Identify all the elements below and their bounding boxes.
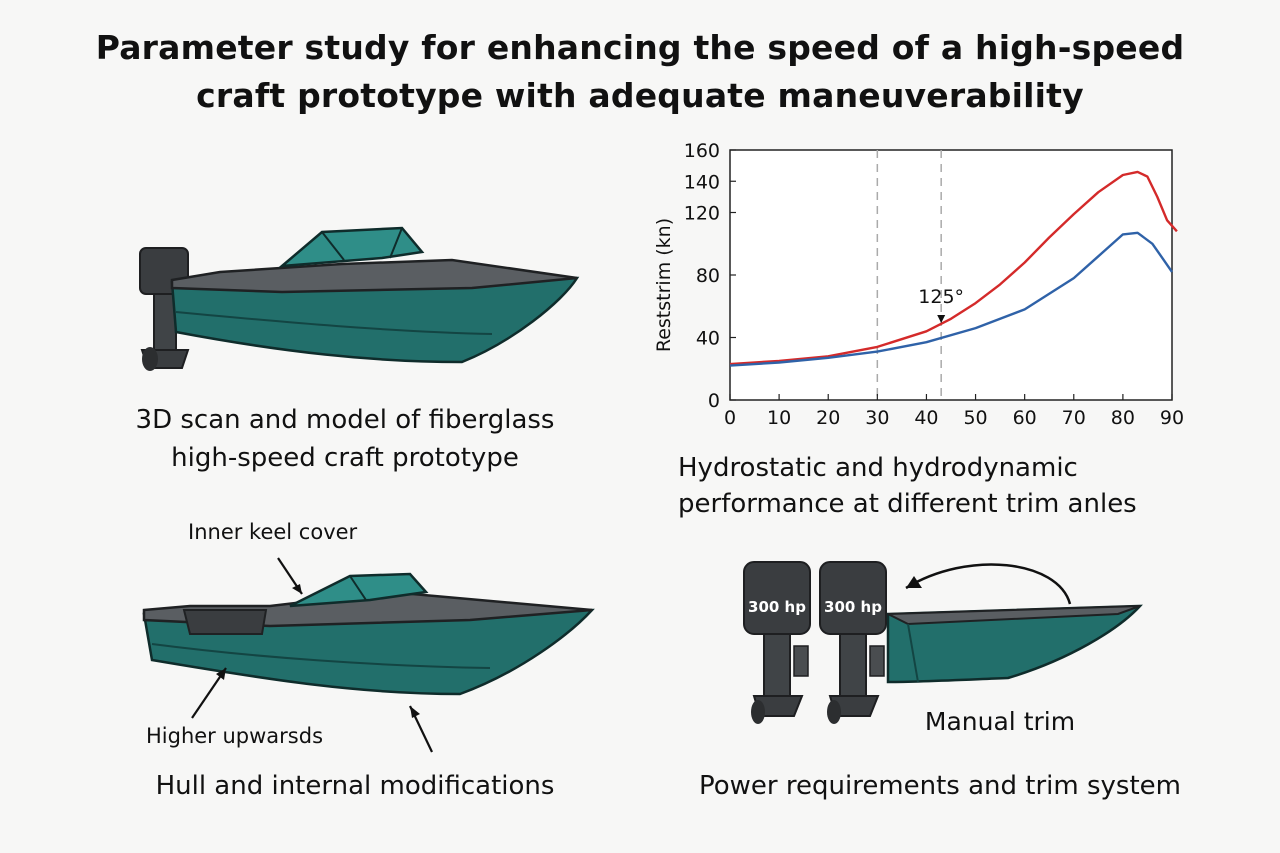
trim-performance-chart: 0 10 20 30 40 50 60 70 80 90 0 40 80 120 140 160 Reststr… xyxy=(653,140,1184,429)
x-tick-label: 40 xyxy=(914,407,938,429)
y-tick-label: 160 xyxy=(684,140,720,162)
y-tick-label: 80 xyxy=(696,265,720,287)
page-title-line2: craft prototype with adequate maneuverab… xyxy=(196,76,1084,115)
annotation-marker xyxy=(937,315,946,323)
x-tick-label: 10 xyxy=(767,407,791,429)
y-tick-label: 40 xyxy=(696,328,720,350)
chart-series-line-0 xyxy=(729,170,1178,366)
manual-trim-label: Manual trim xyxy=(924,707,1076,736)
hull-caption: Hull and internal modifications xyxy=(155,771,555,801)
y-tick-label: 0 xyxy=(708,390,720,412)
power-caption: Power requirements and trim system xyxy=(699,771,1181,801)
scan-caption-line2: high-speed craft prototype xyxy=(171,443,519,473)
x-tick-label: 50 xyxy=(963,407,987,429)
x-tick-label: 60 xyxy=(1013,407,1037,429)
engine-left-icon xyxy=(743,561,811,724)
engine-right-icon xyxy=(819,561,887,724)
x-tick-label: 70 xyxy=(1062,407,1086,429)
x-tick-label: 90 xyxy=(1160,407,1184,429)
power-trim-illustration: 300 hp 300 hp xyxy=(743,561,1143,724)
y-tick-label: 140 xyxy=(684,171,720,193)
annotation-label: 125° xyxy=(918,286,964,308)
callout-higher-upwards: Higher upwarsds xyxy=(146,724,324,748)
x-tick-label: 20 xyxy=(816,407,840,429)
x-tick-label: 30 xyxy=(865,407,889,429)
engine-right-label: 300 hp xyxy=(824,598,882,616)
chart-series-line-1 xyxy=(729,231,1173,367)
y-tick-label: 120 xyxy=(684,203,720,225)
x-tick-label: 80 xyxy=(1111,407,1135,429)
chart-caption-line1: Hydrostatic and hydrodynamic xyxy=(678,453,1078,483)
boat-scan-illustration xyxy=(139,226,580,371)
page-title-line1: Parameter study for enhancing the speed … xyxy=(95,28,1185,67)
engine-left-label: 300 hp xyxy=(748,598,806,616)
y-axis-label: Reststrim (kn) xyxy=(653,218,675,352)
scan-caption-line1: 3D scan and model of fiberglass xyxy=(135,405,555,435)
x-tick-label: 0 xyxy=(724,407,736,429)
chart-caption-line2: performance at different trim anles xyxy=(678,489,1137,519)
callout-inner-keel-cover: Inner keel cover xyxy=(188,520,358,544)
hull-modification-illustration xyxy=(142,557,595,753)
